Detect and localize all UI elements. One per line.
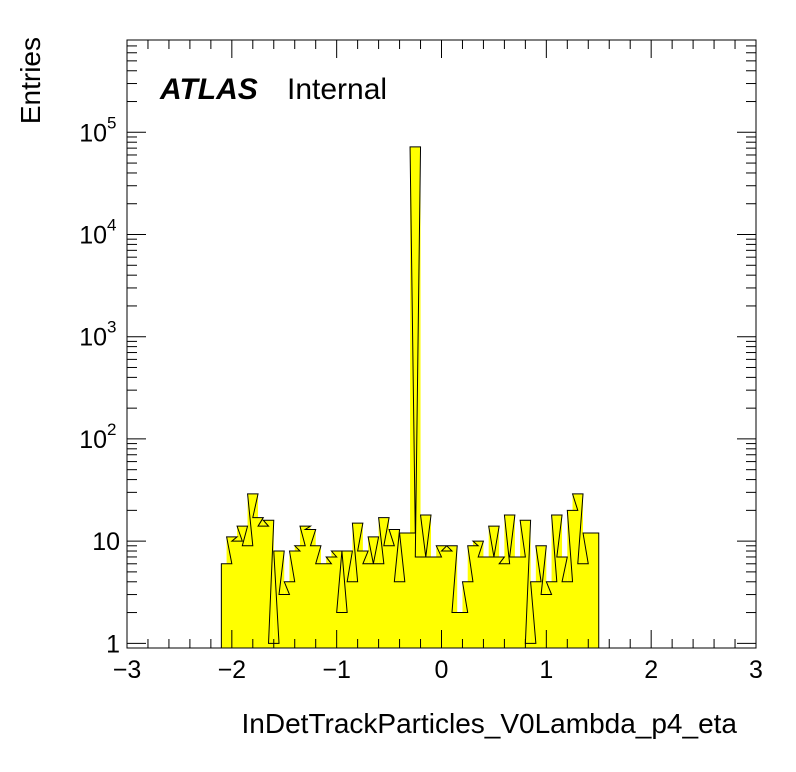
histogram-bars — [221, 146, 599, 649]
x-tick-label: −1 — [322, 656, 351, 684]
x-tick-label: −2 — [218, 656, 247, 684]
y-tick-label: 10 — [79, 426, 107, 454]
histogram-bar-36 — [410, 146, 421, 649]
y-axis-label: Entries — [15, 37, 46, 124]
histogram-bar-62 — [546, 581, 557, 648]
internal-label: Internal — [287, 73, 387, 106]
histogram-bar-55 — [509, 556, 521, 648]
x-tick-label: 2 — [644, 656, 658, 684]
histogram-outline — [220, 146, 600, 648]
y-tick-exponent: 4 — [107, 216, 116, 235]
x-tick-label: 3 — [749, 656, 763, 684]
x-tick-labels: −3 −2 −1 0 1 2 3 — [113, 656, 763, 684]
y-tick-exponent: 5 — [107, 113, 116, 132]
y-tick-label: 10 — [92, 528, 120, 556]
histogram-bar-21 — [331, 551, 342, 648]
x-axis-label: InDetTrackParticles_V0Lambda_p4_eta — [242, 708, 738, 739]
y-tick-label: 10 — [79, 119, 107, 147]
histogram-bar-43 — [446, 545, 458, 648]
histogram-bar-70 — [588, 533, 599, 648]
histogram-bar-58 — [525, 643, 536, 648]
y-tick-exponent: 2 — [107, 420, 116, 439]
y-tick-exponent: 3 — [107, 318, 116, 337]
y-tick-label: 10 — [79, 324, 107, 352]
y-tick-label: 1 — [106, 630, 120, 658]
axis-ticks — [126, 39, 757, 648]
x-tick-label: −3 — [113, 656, 142, 684]
atlas-label: ATLAS — [159, 73, 258, 106]
y-tick-label: 10 — [79, 222, 107, 250]
x-tick-label: 0 — [435, 656, 449, 684]
histogram-bar-8 — [263, 520, 274, 648]
histogram-bar-57 — [520, 520, 531, 648]
x-tick-label: 1 — [539, 656, 553, 684]
histogram-bar-5 — [247, 493, 259, 648]
